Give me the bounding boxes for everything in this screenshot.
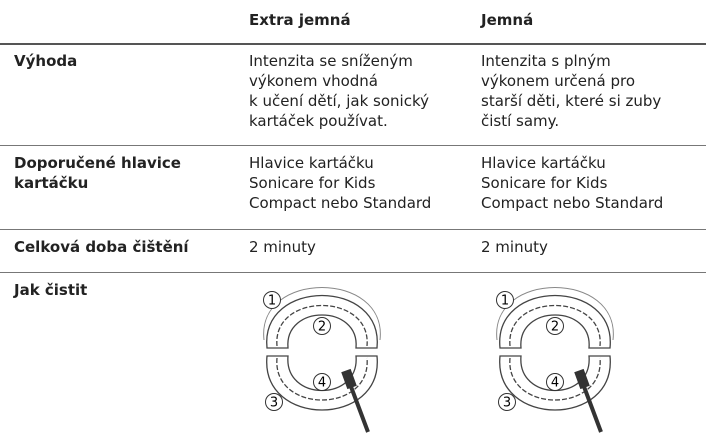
step-number: 3 bbox=[503, 396, 511, 411]
cell-text: výkonem určená pro bbox=[481, 72, 636, 90]
upper-teeth bbox=[509, 305, 601, 347]
row-rule bbox=[0, 229, 706, 230]
step-circle bbox=[498, 393, 516, 411]
cell-text: starší děti, které si zuby bbox=[481, 92, 662, 110]
lower-jaw bbox=[266, 355, 378, 411]
row-label: Celková doba čištění bbox=[14, 238, 189, 256]
lower-teeth bbox=[509, 357, 601, 401]
cell-text: 2 minuty bbox=[481, 238, 548, 256]
cell-text: Hlavice kartáčku bbox=[249, 154, 374, 172]
toothbrush-head bbox=[341, 368, 357, 390]
cell-text: Compact nebo Standard bbox=[249, 194, 432, 212]
cell-text: Compact nebo Standard bbox=[481, 194, 664, 212]
brushing-arrow bbox=[496, 287, 614, 341]
step-number: 1 bbox=[268, 294, 276, 309]
cell-text: kartáček používat. bbox=[249, 112, 388, 130]
upper-jaw bbox=[499, 295, 611, 349]
step-circle bbox=[313, 373, 331, 391]
row-label: Jak čistit bbox=[14, 281, 88, 299]
lower-jaw bbox=[499, 355, 611, 411]
step-circle bbox=[546, 373, 564, 391]
step-number: 3 bbox=[270, 396, 278, 411]
row-rule bbox=[0, 272, 706, 273]
step-number: 2 bbox=[551, 320, 559, 335]
lower-teeth bbox=[276, 357, 368, 401]
upper-teeth bbox=[276, 305, 368, 347]
cell-text: k učení dětí, jak sonický bbox=[249, 92, 429, 110]
header-rule bbox=[0, 43, 706, 45]
row-label: Doporučené hlavice bbox=[14, 154, 181, 172]
step-number: 4 bbox=[551, 376, 559, 391]
cell-text: 2 minuty bbox=[249, 238, 316, 256]
row-rule bbox=[0, 145, 706, 146]
toothbrush bbox=[581, 383, 603, 433]
cell-text: Sonicare for Kids bbox=[249, 174, 376, 192]
cell-text: Intenzita s plným bbox=[481, 52, 611, 70]
step-number: 4 bbox=[318, 376, 326, 391]
column-header: Jemná bbox=[481, 11, 534, 29]
toothbrush bbox=[348, 383, 370, 433]
step-circle bbox=[496, 291, 514, 309]
upper-jaw bbox=[266, 295, 378, 349]
row-label: kartáčku bbox=[14, 174, 89, 192]
cell-text: čistí samy. bbox=[481, 112, 560, 130]
step-number: 2 bbox=[318, 320, 326, 335]
step-circle bbox=[265, 393, 283, 411]
cell-text: Intenzita se sníženým bbox=[249, 52, 413, 70]
cell-text: výkonem vhodná bbox=[249, 72, 378, 90]
cell-text: Sonicare for Kids bbox=[481, 174, 608, 192]
toothbrush-head bbox=[574, 368, 590, 390]
brushing-arrow bbox=[263, 287, 381, 341]
step-number: 1 bbox=[501, 294, 509, 309]
step-circle bbox=[313, 317, 331, 335]
cell-text: Hlavice kartáčku bbox=[481, 154, 606, 172]
step-circle bbox=[263, 291, 281, 309]
row-label: Výhoda bbox=[14, 52, 78, 70]
step-circle bbox=[546, 317, 564, 335]
column-header: Extra jemná bbox=[249, 11, 351, 29]
